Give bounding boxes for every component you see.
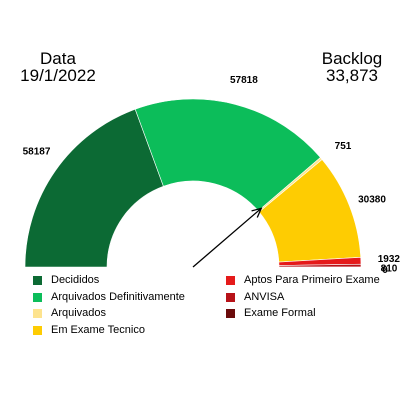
- gauge-value-label-arquivados: 751: [335, 141, 352, 152]
- legend-swatch: [226, 308, 235, 318]
- legend-swatch: [33, 308, 42, 318]
- legend-item-decididos: Decididos: [33, 274, 99, 286]
- legend-swatch: [33, 275, 42, 285]
- legend-label: Decididos: [51, 274, 100, 286]
- gauge-value-label-aptos-para-primeiro-exame: 1932: [378, 254, 400, 265]
- legend-item-arquivados: Arquivados: [33, 307, 106, 319]
- legend-swatch: [33, 292, 42, 302]
- legend-swatch: [226, 275, 235, 285]
- legend-label: Arquivados: [51, 307, 107, 319]
- date-block: Data 19/1/2022: [18, 50, 98, 84]
- gauge-value-label-em-exame-tecnico: 30380: [358, 195, 386, 206]
- backlog-value: 33,873: [326, 66, 378, 85]
- legend-label: Exame Formal: [244, 307, 316, 319]
- backlog-block: Backlog 33,873: [312, 50, 392, 84]
- backlog-label: Backlog: [321, 49, 383, 68]
- legend-label: Arquivados Definitivamente: [51, 291, 185, 303]
- legend-label: Aptos Para Primeiro Exame: [244, 274, 380, 286]
- gauge-value-label-decididos: 58187: [23, 146, 51, 157]
- legend-label: Em Exame Tecnico: [51, 324, 145, 336]
- legend-swatch: [33, 325, 42, 335]
- legend-item-em-exame-tecnico: Em Exame Tecnico: [33, 324, 145, 336]
- gauge-value-label-anvisa: 810: [381, 263, 398, 274]
- date-label: Data: [40, 49, 76, 68]
- legend-swatch: [226, 292, 235, 302]
- gauge-value-label-arquivados-definitivamente: 57818: [230, 75, 258, 86]
- gauge-slice-decididos: [24, 108, 164, 268]
- legend-item-exame-formal: Exame Formal: [226, 307, 316, 319]
- date-value: 19/1/2022: [20, 66, 96, 85]
- needle-arrowhead: [251, 207, 263, 218]
- legend-item-aptos-para-primeiro-exame: Aptos Para Primeiro Exame: [226, 274, 380, 286]
- gauge-value-label-exame-formal: 0: [382, 265, 388, 276]
- legend-item-anvisa: ANVISA: [226, 291, 284, 303]
- legend-item-arquivados-definitivamente: Arquivados Definitivamente: [33, 291, 185, 303]
- needle-line: [192, 207, 262, 268]
- gauge-slice-arquivados-definitivamente: [134, 98, 321, 212]
- legend-label: ANVISA: [244, 291, 285, 303]
